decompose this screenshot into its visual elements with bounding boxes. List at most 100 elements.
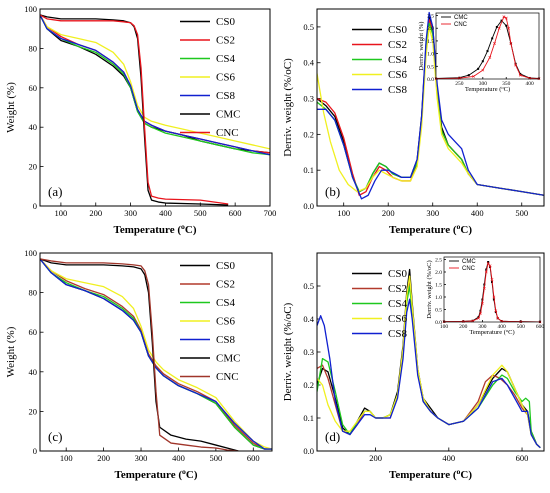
plot-frame [316, 8, 545, 207]
inset-marker [494, 309, 498, 313]
panel-label: (c) [48, 429, 62, 444]
legend-label-cs6: CS6 [216, 316, 235, 328]
series-line-cnc [40, 14, 229, 205]
inset-marker [484, 270, 488, 274]
legend-label-cs0: CS0 [216, 16, 235, 28]
panel-b: 100 200 300 400 500 0.0 0.1 0.2 0.3 0.4 0.5 Tempera… [282, 8, 545, 237]
x-tick-label: 200 [369, 453, 382, 463]
inset-marker [488, 264, 492, 268]
plot-frame [39, 252, 273, 452]
y-tick-label: 20 [29, 406, 38, 416]
inset-marker [491, 37, 494, 40]
x-tick-label: 400 [442, 453, 455, 463]
inset-marker [480, 301, 484, 305]
x-tick-label: 250 [455, 81, 464, 87]
y-tick-label: 0 [33, 201, 37, 211]
x-tick-label: 300 [135, 453, 148, 463]
inset-legend-label: CNC [454, 22, 468, 28]
series-line-cs6 [40, 14, 270, 150]
inset-legend-label: CMC [462, 259, 476, 265]
inset-marker [495, 25, 498, 28]
inset-chart: 100 200 300 400 500 600 0.0 0.5 1.0 1.5 2.0 2.5 Temp… [426, 256, 545, 336]
inset-marker [492, 295, 496, 299]
inset-marker [458, 76, 461, 79]
x-tick-label: 600 [536, 324, 545, 330]
x-tick-label: 100 [337, 208, 350, 218]
panel-a: 100 200 300 400 500 600 700 0 20 40 60 80 100 Tempera… [5, 4, 276, 236]
legend-label-cs2: CS2 [216, 35, 235, 47]
y-tick-label: 1.5 [435, 283, 442, 289]
inset-y-axis-label: Derriv. weight (%) [418, 22, 425, 71]
inset-marker [519, 72, 522, 75]
y-tick-label: 0.5 [303, 281, 314, 291]
legend-label-cs6: CS6 [388, 313, 407, 325]
inset-marker [502, 15, 506, 19]
y-axis-label: Derriv. weight (%/oC) [282, 302, 294, 401]
x-tick-label: 400 [471, 208, 484, 218]
series-line-cs8 [40, 14, 270, 156]
x-tick-label: 100 [55, 208, 68, 218]
x-tick-label: 200 [97, 453, 110, 463]
inset-legend-label: CNC [462, 266, 476, 272]
inset-marker [496, 316, 500, 320]
legend-label-cs2: CS2 [388, 283, 407, 295]
panel-label: (a) [48, 184, 62, 199]
y-tick-label: 0.5 [427, 64, 434, 70]
x-tick-label: 100 [440, 324, 449, 330]
x-axis-label: Temperature (oC) [389, 222, 472, 237]
inset-marker [490, 278, 494, 281]
inset-marker [486, 261, 490, 265]
x-tick-label: 200 [89, 208, 102, 218]
y-tick-label: 2.5 [427, 14, 434, 20]
y-axis-label: Derriv. weight (%/oC) [282, 58, 294, 157]
series-line-cs2 [40, 258, 272, 450]
inset-marker [488, 56, 492, 59]
y-tick-label: 40 [29, 122, 38, 132]
inset-bg [444, 257, 540, 322]
x-tick-label: 700 [264, 208, 277, 218]
legend-label-cs4: CS4 [388, 54, 407, 66]
x-tick-label: 300 [426, 208, 439, 218]
y-tick-label: 60 [29, 327, 38, 337]
x-tick-label: 300 [479, 81, 488, 87]
y-tick-label: 40 [29, 367, 38, 377]
x-axis-label: Temperature (oC) [115, 467, 198, 482]
y-tick-label: 0.3 [303, 347, 314, 357]
legend-label-cs8: CS8 [388, 84, 407, 96]
inset-marker [514, 63, 518, 67]
y-tick-label: 2.0 [427, 26, 434, 32]
inset-marker [493, 42, 496, 45]
inset-marker [504, 16, 508, 20]
x-tick-label: 500 [517, 324, 526, 330]
y-tick-label: 0.2 [303, 129, 314, 139]
y-tick-label: 2.0 [435, 270, 442, 276]
x-tick-label: 600 [516, 453, 529, 463]
legend-label-cnc: CNC [216, 127, 239, 139]
legend-label-cs0: CS0 [216, 260, 235, 272]
y-tick-label: 0.4 [303, 314, 314, 324]
inset-marker [481, 298, 484, 301]
y-tick-label: 0.2 [303, 380, 314, 390]
inset-marker [497, 26, 501, 30]
inset-marker [487, 261, 490, 263]
y-tick-label: 0.0 [303, 201, 314, 211]
inset-marker [479, 309, 482, 312]
legend-label-cmc: CMC [216, 109, 240, 121]
x-axis-label: Temperature (oC) [389, 467, 472, 482]
y-tick-label: 80 [29, 43, 38, 53]
y-tick-label: 0.0 [435, 320, 442, 326]
y-axis-label: Weight (%) [5, 326, 17, 377]
x-tick-label: 400 [159, 208, 172, 218]
x-tick-label: 500 [515, 208, 528, 218]
inset-legend-label: CMC [454, 15, 468, 21]
legend-label-cnc: CNC [216, 371, 239, 383]
y-tick-label: 60 [29, 83, 38, 93]
plot-frame [316, 252, 545, 452]
y-axis-label: Weight (%) [5, 82, 17, 133]
series-line-cs4 [40, 14, 270, 156]
inset-marker [507, 26, 510, 30]
legend-label-cs4: CS4 [216, 297, 235, 309]
series-line-cs8 [40, 258, 272, 450]
inset-marker [467, 74, 470, 77]
